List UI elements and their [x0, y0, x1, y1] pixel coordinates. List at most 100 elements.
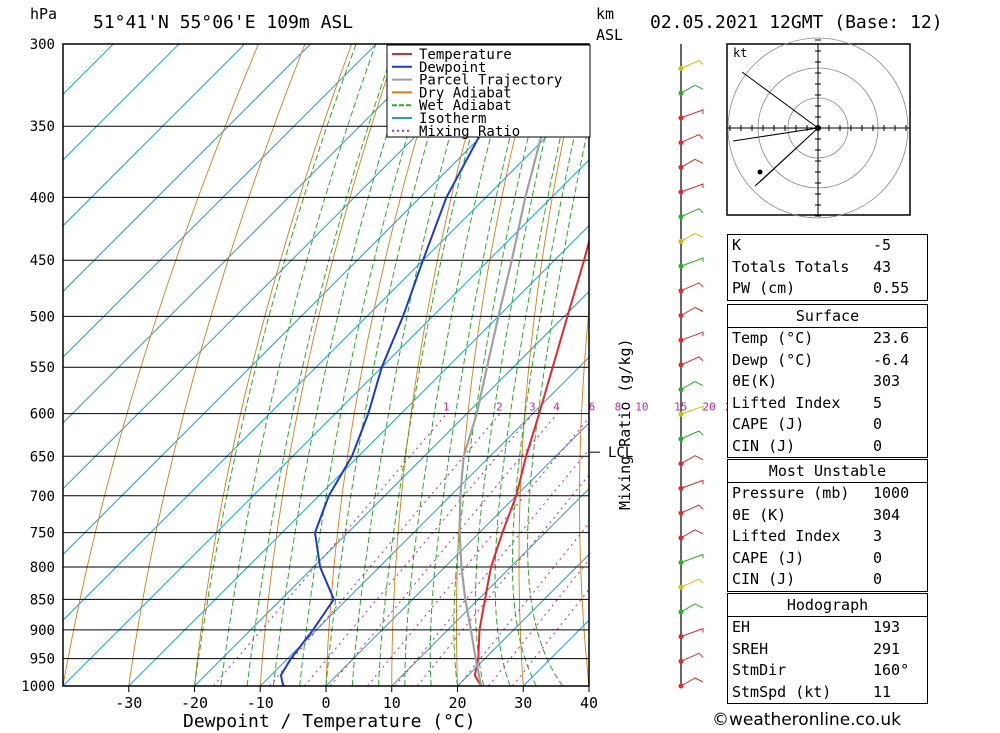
hodo-label: SREH: [732, 639, 769, 658]
wet-adiabat: [378, 44, 497, 686]
wet-adiabat: [220, 44, 377, 686]
wind-barb: [680, 282, 704, 292]
datetime: 02.05.2021 12GMT (Base: 12): [650, 12, 943, 33]
lcl-label: LCL: [608, 445, 633, 461]
pressure-tick-label: 700: [30, 489, 55, 505]
indices-panel: K -5 Totals Totals 43 PW (cm) 0.55: [727, 234, 928, 301]
mixing-ratio-line: [416, 474, 589, 686]
hodograph-origin: [815, 125, 821, 131]
mu-label: Lifted Index: [732, 527, 841, 545]
mixing-ratio-line: [367, 417, 589, 686]
isotherm-line: [63, 44, 377, 358]
hodo-value: 291: [873, 639, 901, 658]
dry-adiabat: [579, 305, 589, 686]
isotherm-line: [259, 356, 589, 686]
wet-adiabat: [527, 121, 589, 686]
pressure-tick-label: 350: [30, 119, 55, 135]
wind-barb: [680, 331, 704, 341]
mixing-ratio-line: [304, 413, 534, 686]
wind-barb: [680, 652, 704, 662]
legend-label: Wet Adiabat: [419, 98, 512, 114]
surface-label: Temp (°C): [732, 329, 814, 347]
location-title: 51°41'N 55°06'E 109m ASL: [93, 12, 353, 33]
index-row: PW (cm) 0.55: [732, 279, 910, 297]
wet-adiabat: [511, 69, 589, 686]
x-tick-label: 20: [448, 694, 466, 712]
wind-barb: [680, 430, 704, 440]
wind-barb: [680, 59, 704, 69]
x-tick-label: 30: [514, 694, 532, 712]
hodograph-plot: [726, 37, 911, 219]
wet-adiabat: [299, 44, 437, 686]
wind-barb: [680, 134, 704, 144]
wind-barb: [680, 553, 704, 563]
pressure-tick-label: 900: [30, 623, 55, 639]
mu-label: θE (K): [732, 505, 787, 524]
mixing-ratio-label: 2: [496, 401, 503, 414]
wet-adiabat: [246, 44, 397, 686]
wind-barb: [680, 529, 704, 539]
hodograph-panel: Hodograph EH 193 SREH 291 StmDir 160° StmSp…: [727, 593, 928, 704]
surface-label: Lifted Index: [732, 393, 841, 412]
mu-label: CIN (J): [732, 570, 796, 588]
pressure-tick-label: 800: [30, 560, 55, 576]
hodo-label: StmDir: [732, 661, 787, 679]
wind-barb: [680, 479, 704, 489]
pressure-tick-label: 1000: [21, 679, 55, 695]
pressure-tick-label: 850: [30, 592, 55, 608]
dry-adiabat: [695, 7, 731, 686]
wind-barb: [680, 84, 704, 94]
wind-barb: [680, 183, 704, 193]
isotherm-line: [63, 44, 443, 424]
wet-adiabat: [494, 44, 583, 686]
x-tick-label: 40: [580, 694, 598, 712]
asl-label: ASL: [596, 26, 623, 44]
storm-motion-dot: [757, 169, 763, 175]
mu-value: 3: [873, 527, 883, 545]
isotherm-line: [63, 44, 180, 161]
surface-value: 5: [873, 393, 883, 412]
legend-label: Temperature: [419, 47, 512, 63]
isotherm-line: [325, 422, 589, 686]
legend-label: Mixing Ratio: [419, 124, 520, 140]
isotherm-line: [457, 553, 589, 686]
surface-label: CIN (J): [732, 436, 796, 455]
hodo-label: EH: [732, 618, 751, 636]
wind-barb: [680, 306, 704, 316]
x-tick-label: -20: [181, 694, 208, 712]
surface-value: 303: [873, 372, 901, 390]
pressure-tick-label: 650: [30, 449, 55, 465]
x-axis-label: Dewpoint / Temperature (°C): [183, 711, 476, 732]
isotherm-line: [63, 159, 589, 686]
mixing-ratio-label: Mixing Ratio (g/kg): [616, 338, 634, 510]
height-axis: LCL: [590, 44, 704, 689]
wind-barb: [680, 627, 704, 638]
wet-adiabat: [429, 44, 535, 686]
surface-value: 0: [873, 436, 883, 455]
pressure-tick-label: 550: [30, 360, 55, 376]
pressure-unit: hPa: [30, 5, 57, 23]
wind-barb: [680, 603, 704, 613]
wet-adiabat: [325, 44, 457, 686]
wind-barb: [680, 257, 704, 267]
dry-adiabat: [956, 7, 1000, 686]
hodo-value: 11: [873, 682, 892, 701]
wind-barb: [680, 208, 704, 218]
pressure-tick-label: 950: [30, 652, 55, 668]
isotherm-line: [128, 225, 589, 686]
index-row: Totals Totals 43: [732, 257, 892, 276]
hodo-label: StmSpd (kt): [732, 682, 832, 701]
pressure-tick-label: 400: [30, 190, 55, 206]
pressure-tick-label: 500: [30, 309, 55, 325]
mixing-ratio-label: 6: [589, 401, 596, 414]
mixing-ratio-label: 10: [635, 401, 648, 414]
mixing-ratio-label: 3: [529, 401, 536, 414]
copyright[interactable]: ©weatheronline.co.uk: [712, 710, 902, 730]
wind-barb: [680, 455, 704, 465]
mixing-ratio-label: 4: [553, 401, 560, 414]
wind-barb: [680, 381, 704, 391]
surface-value: -6.4: [873, 350, 910, 369]
dry-adiabat: [638, 7, 685, 686]
hodograph-trace: [732, 71, 819, 187]
